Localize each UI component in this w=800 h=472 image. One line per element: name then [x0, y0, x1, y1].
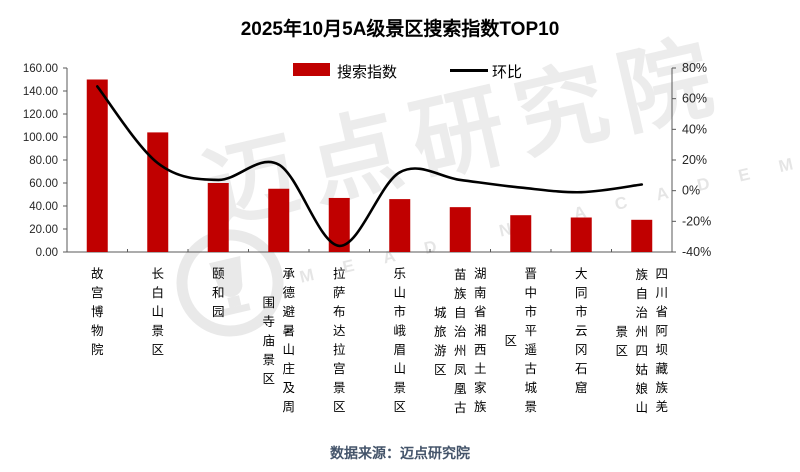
tick-label-left: 140.00 [23, 86, 58, 98]
x-label: 颐 和 园 [211, 267, 225, 319]
bar [570, 217, 592, 252]
legend-line-label: 环比 [492, 64, 523, 81]
x-label: 长 白 山 景 区 [151, 267, 164, 357]
bar [510, 215, 532, 252]
x-label: 故 宫 博 物 院 [90, 267, 104, 357]
legend-line-swatch [450, 69, 488, 72]
tick-label-right: 80% [682, 61, 707, 75]
tick-label-left: 20.00 [29, 224, 58, 236]
tick-label-left: 0.00 [36, 247, 58, 259]
tick-label-right: 0% [682, 184, 700, 198]
x-label: 四 川 省 阿 坝 藏 族 羌族 自 治 州 四 姑 娘 山景 区 [615, 267, 668, 415]
tick-label-right: 60% [682, 92, 707, 106]
legend-bar-label: 搜索指数 [337, 64, 398, 81]
x-label: 拉 萨 布 达 拉 宫 景 区 [332, 267, 346, 414]
chart-title: 2025年10月5A级景区搜索指数TOP10 [240, 19, 560, 40]
x-label: 乐 山 市 峨 眉 山 景 区 [393, 267, 406, 414]
tick-label-left: 160.00 [23, 63, 58, 75]
x-label: 湖 南 省 湘 西 土 家 族苗 族 自 治 州 凤 凰 古城 旅 游 区 [433, 267, 487, 415]
x-label: 晋 中 市 平 遥 古 城 景区 [504, 267, 537, 414]
bar [86, 79, 108, 252]
trend-line [96, 85, 644, 248]
bar [389, 199, 411, 252]
tick-label-right: 40% [682, 122, 707, 136]
tick-label-right: -20% [682, 214, 711, 228]
tick-label-right: -40% [682, 245, 711, 259]
bar [147, 132, 169, 252]
tick-label-left: 60.00 [29, 178, 58, 190]
tick-label-left: 80.00 [29, 155, 58, 167]
tick-label-left: 120.00 [23, 109, 58, 121]
bar [449, 207, 471, 252]
bar [328, 197, 350, 252]
tick-label-left: 100.00 [23, 132, 58, 144]
bar [631, 219, 653, 252]
tick-label-left: 40.00 [29, 201, 58, 213]
bar [268, 188, 290, 252]
x-label: 承 德 避 暑 山 庄 及 周围 寺 庙 景 区 [262, 267, 295, 414]
legend-bar-swatch [293, 63, 330, 76]
x-label: 大 同 市 云 冈 石 窟 [574, 267, 588, 395]
bar [207, 183, 229, 252]
data-source-note: 数据来源：迈点研究院 [330, 445, 470, 461]
tick-label-right: 20% [682, 153, 707, 167]
